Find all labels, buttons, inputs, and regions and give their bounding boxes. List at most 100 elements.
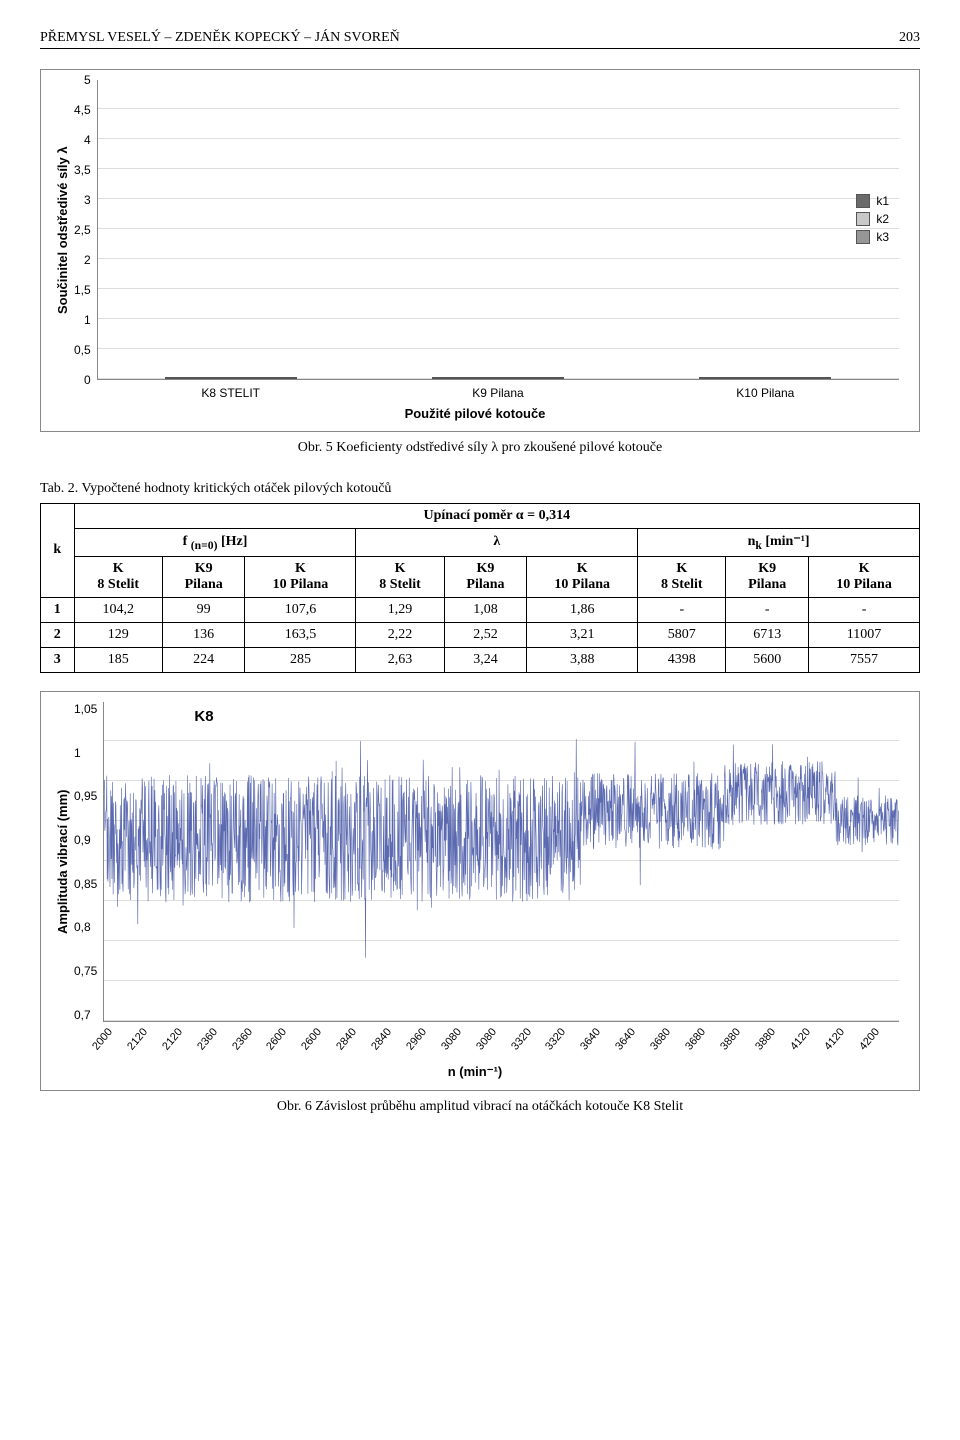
table-cell: 107,6 (245, 597, 356, 622)
bar (253, 377, 297, 379)
table-2: k Upínací poměr α = 0,314 f (n=0) [Hz]λn… (40, 503, 920, 673)
bar-x-axis-title: Použité pilové kotouče (51, 406, 899, 421)
bar (520, 377, 564, 379)
table-cell: 1,29 (356, 597, 444, 622)
table-cell: 99 (162, 597, 245, 622)
page-header: PŘEMYSL VESELÝ – ZDENĚK KOPECKÝ – JÁN SV… (40, 30, 920, 49)
line-series-label: K8 (194, 708, 213, 725)
bar-group (119, 377, 343, 379)
table-2-caption: Tab. 2. Vypočtené hodnoty kritických otá… (40, 481, 920, 497)
line-y-axis-label: Amplituda vibrací (mm) (51, 702, 74, 1022)
figure-5-caption: Obr. 5 Koeficienty odstředivé síly λ pro… (40, 440, 920, 456)
table-cell: 11007 (809, 622, 920, 647)
bar (787, 377, 831, 379)
legend-label: k1 (876, 194, 889, 208)
table-sub-header: K8 Stelit (638, 556, 726, 597)
line-x-ticks: 2000212021202360236026002600284028402960… (97, 1026, 899, 1060)
line-y-tick: 0,95 (74, 789, 97, 803)
table-cell: 6713 (726, 622, 809, 647)
line-svg (104, 702, 899, 1021)
table-cell: - (638, 597, 726, 622)
legend-swatch (856, 212, 870, 226)
table-cell: 4398 (638, 647, 726, 672)
bar (699, 377, 743, 379)
table-sub-header: K9Pilana (726, 556, 809, 597)
bar (432, 377, 476, 379)
table-row-header: 3 (41, 647, 75, 672)
line-y-tick: 0,75 (74, 964, 97, 978)
legend-label: k3 (876, 230, 889, 244)
table-row-header: 2 (41, 622, 75, 647)
table-sub-header: K8 Stelit (356, 556, 444, 597)
table-group-header: nk [min⁻¹] (638, 529, 920, 557)
table-cell: 5600 (726, 647, 809, 672)
table-row: 2129136163,52,222,523,215807671311007 (41, 622, 920, 647)
table-cell: - (726, 597, 809, 622)
table-group-header: f (n=0) [Hz] (74, 529, 356, 557)
table-cell: 5807 (638, 622, 726, 647)
table-cell: 2,22 (356, 622, 444, 647)
table-sub-header: K9Pilana (162, 556, 245, 597)
table-cell: 3,24 (444, 647, 527, 672)
bar-y-ticks: 00,511,522,533,544,55 (74, 80, 98, 380)
table-sub-header: K10 Pilana (245, 556, 356, 597)
bar-chart: Součinitel odstředivé síly λ 00,511,522,… (40, 69, 920, 432)
table-body: 1104,299107,61,291,081,86---2129136163,5… (41, 597, 920, 672)
bar (743, 377, 787, 379)
line-plot-area: K8 (104, 702, 899, 1022)
bar-x-labels: K8 STELIT K9 Pilana K10 Pilana (97, 386, 899, 400)
table-cell: 3,88 (527, 647, 638, 672)
table-k-header: k (41, 504, 75, 598)
line-series-path (104, 739, 899, 958)
bar-x-label: K10 Pilana (653, 386, 878, 400)
line-y-tick: 0,85 (74, 877, 97, 891)
table-cell: 163,5 (245, 622, 356, 647)
legend-swatch (856, 194, 870, 208)
table-cell: 2,63 (356, 647, 444, 672)
figure-6: Amplituda vibrací (mm) 0,7 0,75 0,8 0,85 0,9… (40, 691, 920, 1115)
line-y-tick: 1,05 (74, 702, 97, 716)
bar-legend: k1 k2 k3 (856, 190, 889, 248)
table-row: 1104,299107,61,291,081,86--- (41, 597, 920, 622)
line-y-tick: 0,9 (74, 833, 97, 847)
table-cell: 7557 (809, 647, 920, 672)
table-sub-header: K9Pilana (444, 556, 527, 597)
table-span-title: Upínací poměr α = 0,314 (74, 504, 919, 529)
table-group-header: λ (356, 529, 638, 557)
table-cell: 224 (162, 647, 245, 672)
figure-5: Součinitel odstředivé síly λ 00,511,522,… (40, 69, 920, 456)
legend-item: k2 (856, 212, 889, 226)
page-number: 203 (899, 30, 920, 46)
table-cell: - (809, 597, 920, 622)
table-cell: 3,21 (527, 622, 638, 647)
legend-label: k2 (876, 212, 889, 226)
legend-item: k3 (856, 230, 889, 244)
legend-swatch (856, 230, 870, 244)
line-y-tick: 0,7 (74, 1008, 97, 1022)
table-sub-header: K10 Pilana (809, 556, 920, 597)
bar-y-axis-label: Součinitel odstředivé síly λ (51, 80, 74, 380)
table-row-header: 1 (41, 597, 75, 622)
bar-plot-area (98, 80, 899, 380)
table-cell: 2,52 (444, 622, 527, 647)
line-y-tick: 0,8 (74, 920, 97, 934)
table-cell: 185 (74, 647, 162, 672)
table-cell: 285 (245, 647, 356, 672)
line-x-axis-title: n (min⁻¹) (51, 1064, 899, 1080)
bar-x-label: K8 STELIT (118, 386, 343, 400)
header-authors: PŘEMYSL VESELÝ – ZDENĚK KOPECKÝ – JÁN SV… (40, 30, 400, 46)
bar-group (653, 377, 877, 379)
table-sub-header: K10 Pilana (527, 556, 638, 597)
table-sub-header: K8 Stelit (74, 556, 162, 597)
table-cell: 1,86 (527, 597, 638, 622)
line-y-ticks: 0,70,750,80,850,90,9511,05 (74, 702, 104, 1022)
table-sub-header-row: K8 StelitK9PilanaK10 PilanaK8 StelitK9Pi… (41, 556, 920, 597)
table-cell: 136 (162, 622, 245, 647)
bar (165, 377, 209, 379)
table-cell: 1,08 (444, 597, 527, 622)
line-chart: Amplituda vibrací (mm) 0,7 0,75 0,8 0,85 0,9… (40, 691, 920, 1091)
table-row: 31852242852,633,243,88439856007557 (41, 647, 920, 672)
bar-x-label: K9 Pilana (386, 386, 611, 400)
figure-6-caption: Obr. 6 Závislost průběhu amplitud vibrac… (40, 1099, 920, 1115)
line-x-tick: 4200 (857, 1019, 906, 1067)
